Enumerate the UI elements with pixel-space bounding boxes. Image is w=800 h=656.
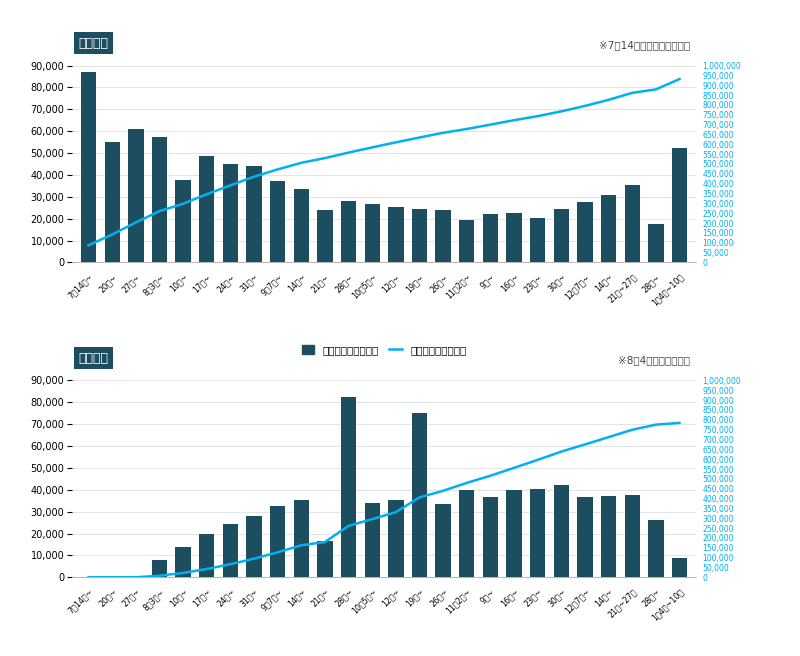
Bar: [459, 220, 474, 262]
Bar: [365, 503, 380, 577]
Bar: [506, 213, 522, 262]
Bar: [625, 185, 640, 262]
Bar: [128, 129, 143, 262]
Bar: [554, 485, 569, 577]
Bar: [601, 195, 616, 262]
Bar: [648, 224, 663, 262]
Bar: [318, 210, 333, 262]
Bar: [388, 500, 403, 577]
Bar: [482, 215, 498, 262]
Bar: [672, 558, 687, 577]
Bar: [246, 516, 262, 577]
Bar: [435, 210, 450, 262]
Bar: [412, 413, 427, 577]
Bar: [506, 490, 522, 577]
Bar: [530, 489, 546, 577]
Bar: [294, 500, 309, 577]
Bar: [388, 207, 403, 262]
Bar: [294, 189, 309, 262]
Bar: [554, 209, 569, 262]
Bar: [435, 504, 450, 577]
Bar: [199, 156, 214, 262]
Text: ※8月4日より給付開始: ※8月4日より給付開始: [618, 355, 690, 365]
Bar: [152, 560, 167, 577]
Bar: [482, 497, 498, 577]
Bar: [81, 72, 96, 262]
Bar: [625, 495, 640, 577]
Bar: [365, 205, 380, 262]
Text: ※7月14日より申請受付開始: ※7月14日より申請受付開始: [598, 40, 690, 50]
Bar: [648, 520, 663, 577]
Bar: [199, 533, 214, 577]
Bar: [578, 202, 593, 262]
Bar: [601, 497, 616, 577]
Bar: [412, 209, 427, 262]
Bar: [270, 182, 286, 262]
Bar: [175, 180, 190, 262]
Bar: [222, 523, 238, 577]
Bar: [530, 218, 546, 262]
Text: 申請件数: 申請件数: [78, 37, 108, 50]
Bar: [175, 546, 190, 577]
Bar: [578, 497, 593, 577]
Bar: [222, 164, 238, 262]
Bar: [105, 142, 120, 262]
Bar: [459, 490, 474, 577]
Text: 給付件数: 給付件数: [78, 352, 108, 365]
Legend: 週別申請件数（件）, 累計申請件数（件）: 週別申請件数（件）, 累計申請件数（件）: [298, 341, 470, 359]
Bar: [246, 166, 262, 262]
Bar: [152, 136, 167, 262]
Bar: [672, 148, 687, 262]
Bar: [341, 201, 356, 262]
Bar: [341, 397, 356, 577]
Bar: [318, 541, 333, 577]
Bar: [270, 506, 286, 577]
